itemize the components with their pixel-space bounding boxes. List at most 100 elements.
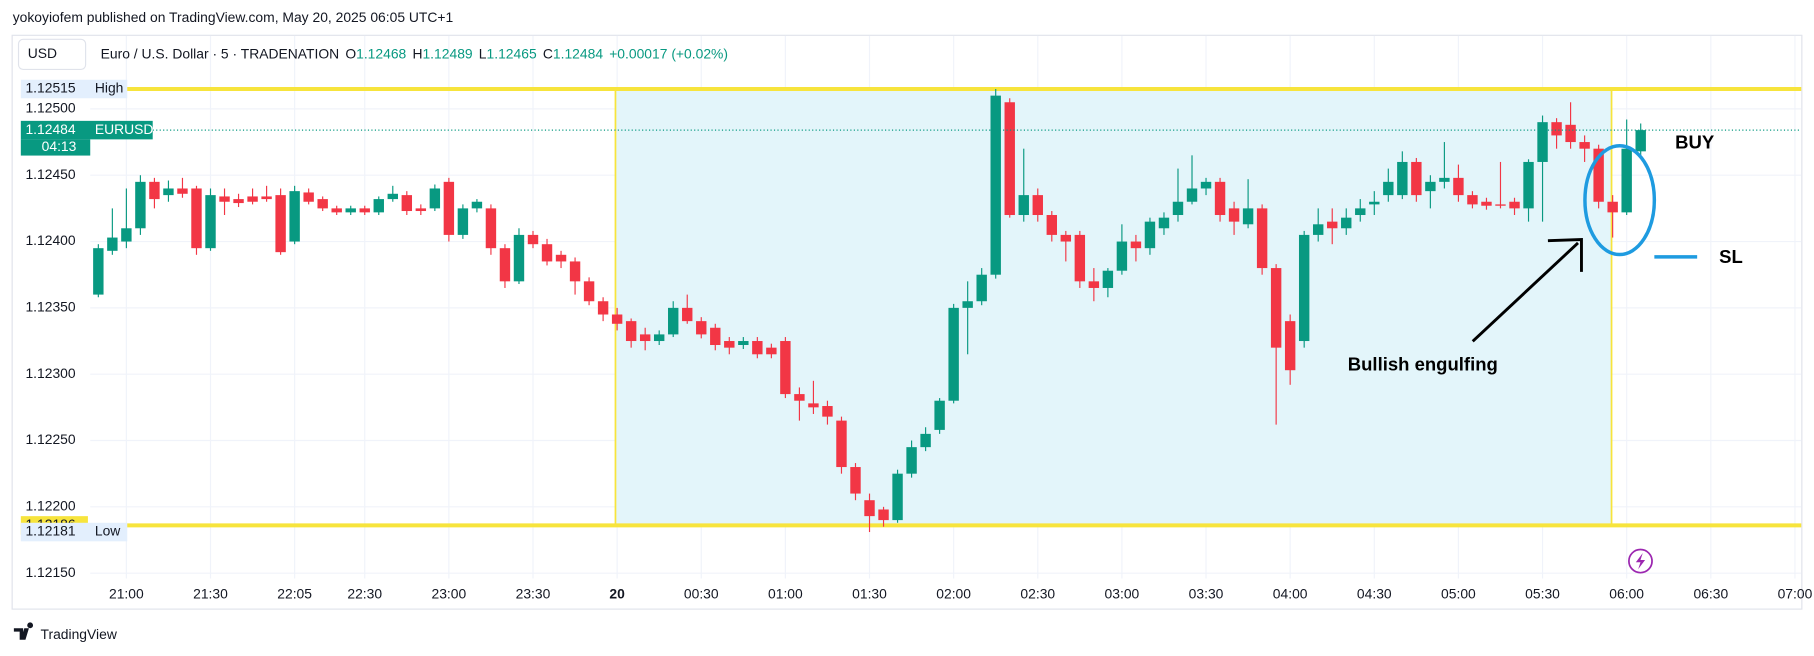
candle-body: [864, 500, 875, 517]
marker-label: High: [95, 80, 124, 96]
candle-body: [668, 307, 679, 335]
candle-body: [1481, 201, 1492, 206]
x-tick-label: 07:00: [1778, 585, 1813, 601]
x-tick-label: 22:30: [347, 585, 382, 601]
ohlc-value: 1.12484: [553, 45, 603, 61]
countdown: 04:13: [42, 138, 77, 154]
candle-body: [1186, 188, 1198, 202]
x-tick-label: 21:00: [109, 585, 144, 601]
candle-body: [401, 195, 413, 212]
candle-body: [611, 314, 623, 324]
ohlc-value: 1.12465: [487, 45, 537, 61]
currency-box[interactable]: [17, 38, 87, 71]
x-tick-label: 02:00: [936, 585, 971, 601]
candle-body: [387, 193, 398, 200]
candle-body: [1018, 195, 1029, 216]
event-icon-bolt: [1635, 553, 1646, 570]
candle-body: [485, 208, 497, 249]
candle-body: [1298, 234, 1310, 342]
x-tick-label: 22:05: [277, 585, 312, 601]
candle-body: [1032, 195, 1043, 216]
marker-box: [20, 522, 128, 542]
candle-body: [1088, 281, 1100, 288]
candle-body: [1144, 221, 1156, 249]
candle-body: [541, 244, 553, 262]
candle-body: [93, 248, 104, 295]
candle-body: [1172, 201, 1184, 216]
marker-value: 1.12515: [25, 80, 75, 96]
candle-body: [1046, 215, 1058, 235]
candle-body: [1383, 181, 1394, 196]
highlight-ellipse: [1583, 144, 1657, 257]
plot: [90, 86, 1802, 533]
candle-body: [976, 274, 987, 302]
candle-body: [499, 248, 511, 282]
candle-body: [780, 341, 791, 395]
candle-body: [1270, 268, 1282, 348]
candle-body: [289, 191, 300, 242]
marker-label: Low: [95, 523, 121, 539]
candle-body: [373, 199, 384, 213]
candle-body: [808, 403, 819, 408]
y-tick-label: 1.12250: [25, 431, 75, 447]
x-tick-label: 03:30: [1189, 585, 1224, 601]
candle-body: [1355, 208, 1366, 216]
x-tick-label: 05:00: [1441, 585, 1476, 601]
legend-row: Euro / U.S. Dollar · 5 · TRADENATION O1.…: [101, 45, 728, 61]
candle-body: [163, 188, 174, 196]
candle-body: [1074, 234, 1086, 282]
change: +0.00017 (+0.02%): [609, 45, 728, 61]
candle-body: [1425, 181, 1436, 192]
candle-body: [696, 321, 707, 335]
candle-body: [429, 188, 441, 209]
zone: [614, 88, 1613, 527]
candle-body: [1411, 161, 1422, 196]
currency[interactable]: USD: [28, 45, 57, 61]
candle-body: [682, 307, 693, 322]
y-tick-label: 1.12450: [25, 166, 75, 182]
brand: TradingView: [40, 626, 117, 642]
candle-body: [555, 254, 567, 262]
x-tick-label: 04:00: [1273, 585, 1308, 601]
candle-body: [247, 196, 258, 202]
candle-body: [1509, 201, 1520, 209]
candle-body: [1453, 177, 1464, 196]
candle-body: [1004, 102, 1015, 216]
candle-body: [359, 208, 370, 213]
candle-body: [317, 199, 328, 209]
candle-body: [878, 509, 889, 521]
candle-body: [1228, 208, 1240, 222]
candle-body: [303, 192, 314, 202]
candle-body: [1116, 241, 1128, 271]
candle-body: [1060, 234, 1072, 242]
candle-body: [597, 301, 609, 315]
candle-body: [948, 307, 959, 401]
candle-body: [934, 400, 945, 430]
candle-body: [219, 196, 230, 202]
annotation: BUY: [1675, 131, 1715, 152]
candle-body: [1537, 122, 1548, 162]
y-tick-label: 1.12300: [25, 365, 75, 381]
candle-body: [275, 195, 286, 253]
candle-body: [962, 301, 973, 308]
candle-body: [415, 208, 427, 212]
annotation: Bullish engulfing: [1348, 353, 1498, 374]
x-tick-label: 00:30: [684, 585, 719, 601]
candle-body: [920, 433, 931, 448]
ohlc-letter: C: [543, 45, 553, 61]
candle-body: [1158, 217, 1170, 229]
candle-body: [583, 281, 595, 302]
x-tick-label: 23:30: [516, 585, 551, 601]
ohlc-letter: H: [412, 45, 422, 61]
x-tick-label: 23:00: [432, 585, 467, 601]
ohlc-letter: L: [479, 45, 487, 61]
candle-body: [1102, 270, 1114, 288]
y-tick-label: 1.12400: [25, 232, 75, 248]
candle-body: [261, 196, 272, 200]
candle-body: [191, 188, 202, 249]
ohlc-letter: O: [345, 45, 356, 61]
candle-body: [569, 261, 581, 282]
x-tick-label: 20: [609, 585, 625, 601]
byline: yokoyiofem published on TradingView.com,…: [13, 9, 454, 25]
candle-body: [1397, 161, 1408, 196]
